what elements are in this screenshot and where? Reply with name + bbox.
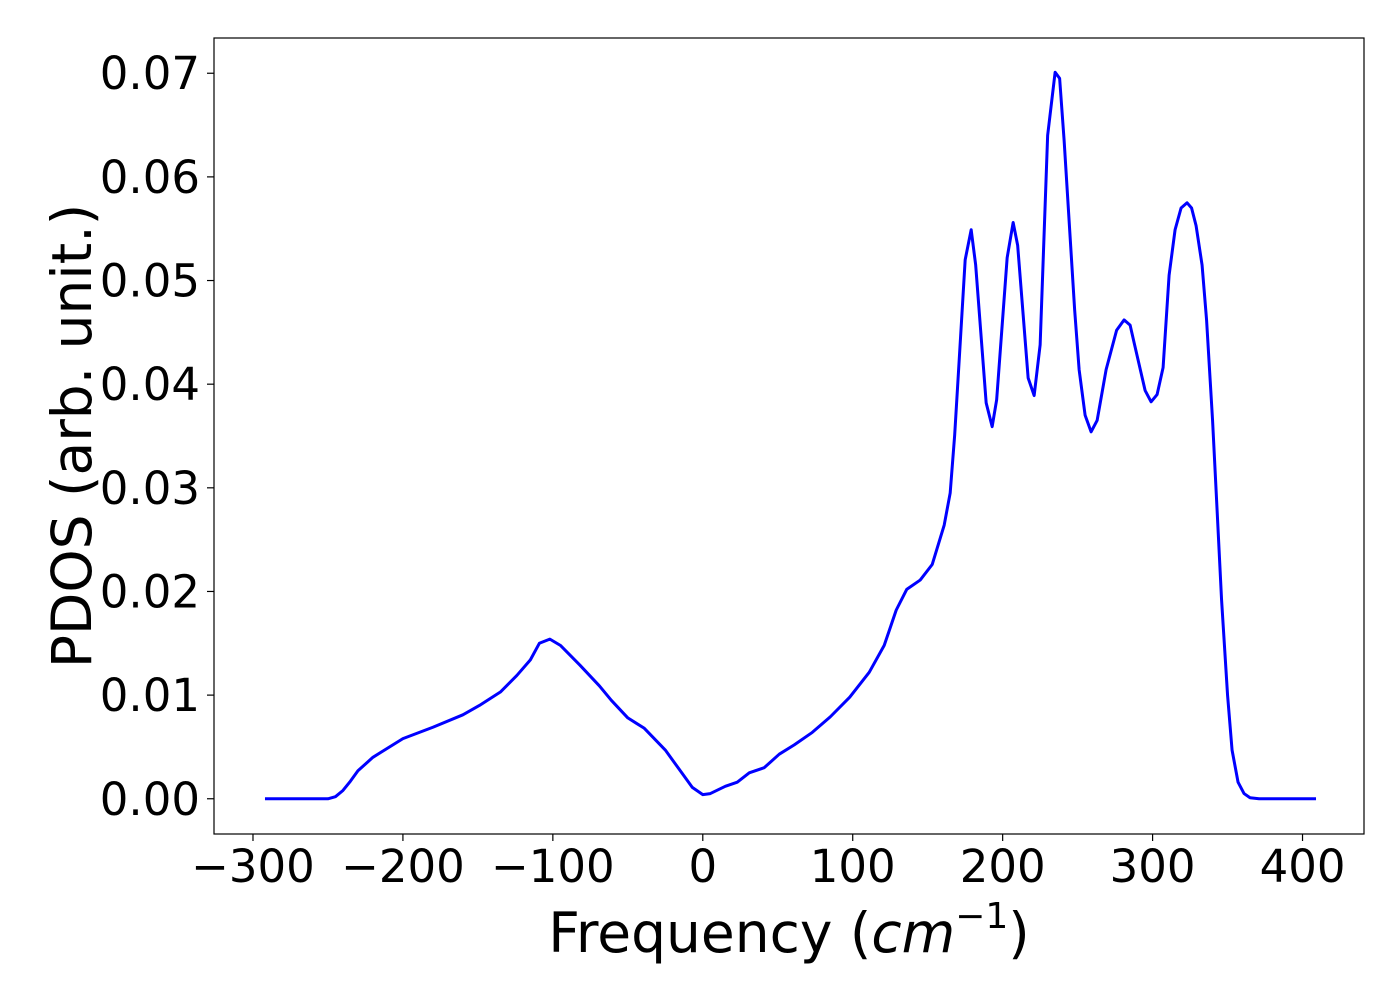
x-label-text: Frequency ( [548,901,871,965]
x-tick-label: −100 [491,840,615,893]
y-tick-label: 0.04 [100,358,200,411]
x-tick-label: −200 [341,840,465,893]
y-tick-label: 0.07 [100,47,200,100]
y-tick-label: 0.00 [100,773,200,826]
x-axis-label: Frequency (cm−1) [548,896,1029,965]
x-tick-label: 400 [1260,840,1346,893]
y-tick-label: 0.01 [100,669,200,722]
y-axis-label: PDOS (arb. unit.) [40,204,104,668]
line-series [264,70,1317,801]
x-label-unit: cm [871,901,955,965]
y-tick-label: 0.06 [100,151,200,204]
x-label-close: ) [1008,901,1029,965]
x-tick-label: 100 [810,840,896,893]
x-tick-label: 300 [1110,840,1196,893]
x-tick-label: 0 [688,840,717,893]
y-tick-label: 0.03 [100,462,200,515]
y-tick-label: 0.02 [100,565,200,618]
plot-frame [213,37,1365,835]
y-tick-label: 0.05 [100,255,200,308]
x-tick-label: −300 [191,840,315,893]
x-tick-label: 200 [960,840,1046,893]
x-label-exponent: −1 [955,896,1008,937]
